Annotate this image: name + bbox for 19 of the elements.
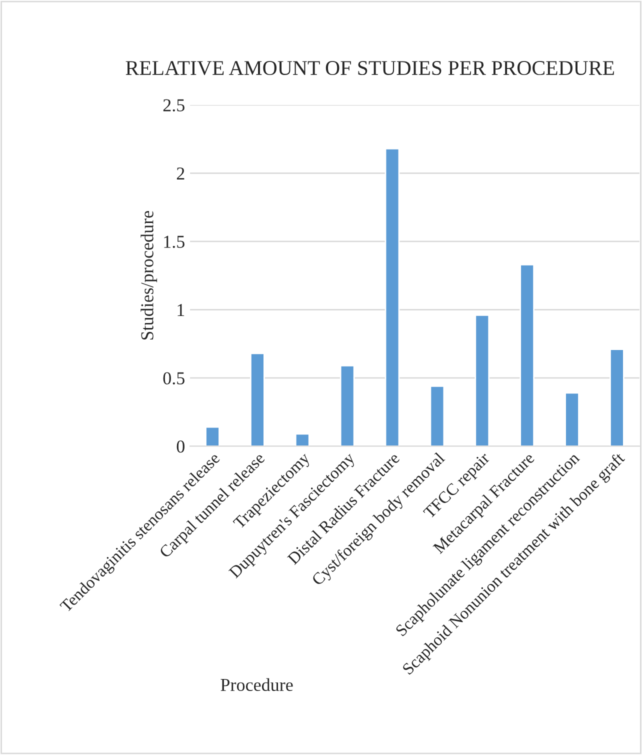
bar — [520, 264, 535, 446]
bar — [384, 148, 400, 446]
y-axis-title: Studies/procedure — [140, 211, 158, 340]
y-tick-label: 1.5 — [164, 236, 184, 248]
bar — [564, 392, 580, 446]
y-tick-label: 0.5 — [163, 372, 184, 384]
bar — [294, 433, 310, 446]
bar — [610, 348, 624, 446]
bar — [205, 426, 220, 446]
y-tick-label: 2.5 — [163, 99, 184, 112]
y-tick-label: 1 — [178, 304, 184, 316]
bar — [430, 385, 445, 446]
y-tick-label: 2 — [176, 168, 184, 180]
y-tick-label: 0 — [176, 440, 184, 453]
bar — [340, 364, 355, 446]
chart-title: RELATIVE AMOUNT OF STUDIES PER PROCEDURE — [126, 61, 614, 76]
bar — [250, 352, 265, 446]
x-axis-title: Procedure — [220, 678, 293, 692]
bar — [474, 314, 490, 446]
